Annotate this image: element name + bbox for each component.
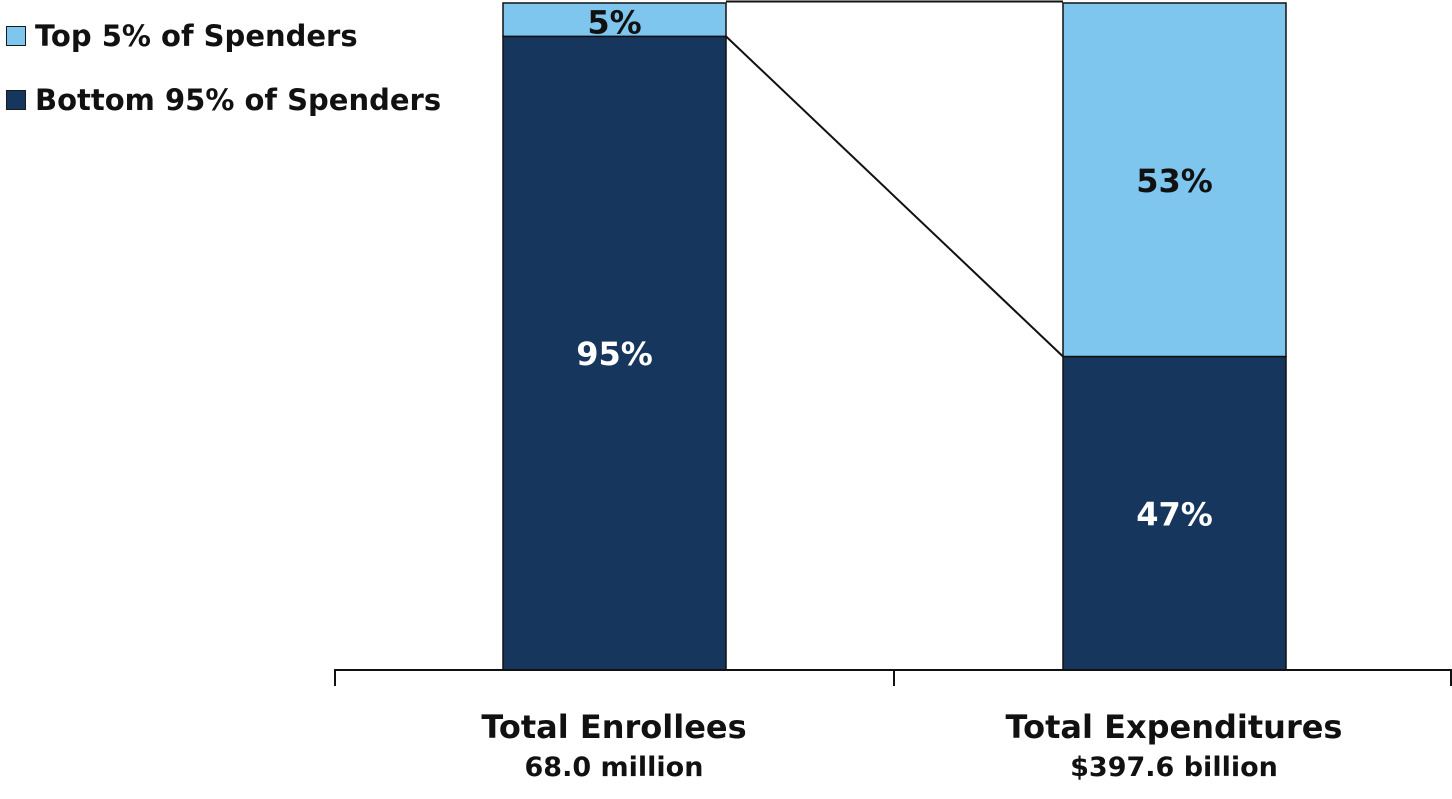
legend-label-bottom: Bottom 95% of Spenders — [35, 83, 442, 117]
legend: Top 5% of Spenders Bottom 95% of Spender… — [6, 18, 441, 146]
category-subtitle: 68.0 million — [524, 752, 704, 783]
data-labels-group: 95% 5% 47% 53% — [576, 3, 1213, 533]
bars-group — [502, 2, 1287, 671]
bar-segment-top-1 — [1062, 2, 1287, 358]
data-label-bottom-0: 95% — [576, 335, 653, 373]
bar-segment-bottom-0 — [502, 35, 727, 671]
legend-swatch-top — [6, 26, 26, 46]
category-name: Total Expenditures — [1005, 708, 1343, 746]
category-subtitle: $397.6 billion — [1070, 752, 1278, 783]
data-label-bottom-1: 47% — [1136, 495, 1213, 533]
data-label-top-0: 5% — [587, 3, 641, 41]
category-name: Total Enrollees — [481, 708, 747, 746]
category-label-expenditures: Total Expenditures $397.6 billion — [934, 706, 1414, 788]
x-axis — [334, 0, 1452, 686]
category-label-enrollees: Total Enrollees 68.0 million — [374, 706, 854, 788]
legend-label-top: Top 5% of Spenders — [35, 19, 358, 53]
connector-line — [725, 35, 1064, 358]
legend-swatch-bottom — [6, 90, 26, 110]
legend-item-bottom: Bottom 95% of Spenders — [6, 82, 441, 118]
legend-item-top: Top 5% of Spenders — [6, 18, 441, 54]
bar-segment-top-0 — [502, 2, 727, 38]
data-label-top-1: 53% — [1136, 162, 1213, 200]
